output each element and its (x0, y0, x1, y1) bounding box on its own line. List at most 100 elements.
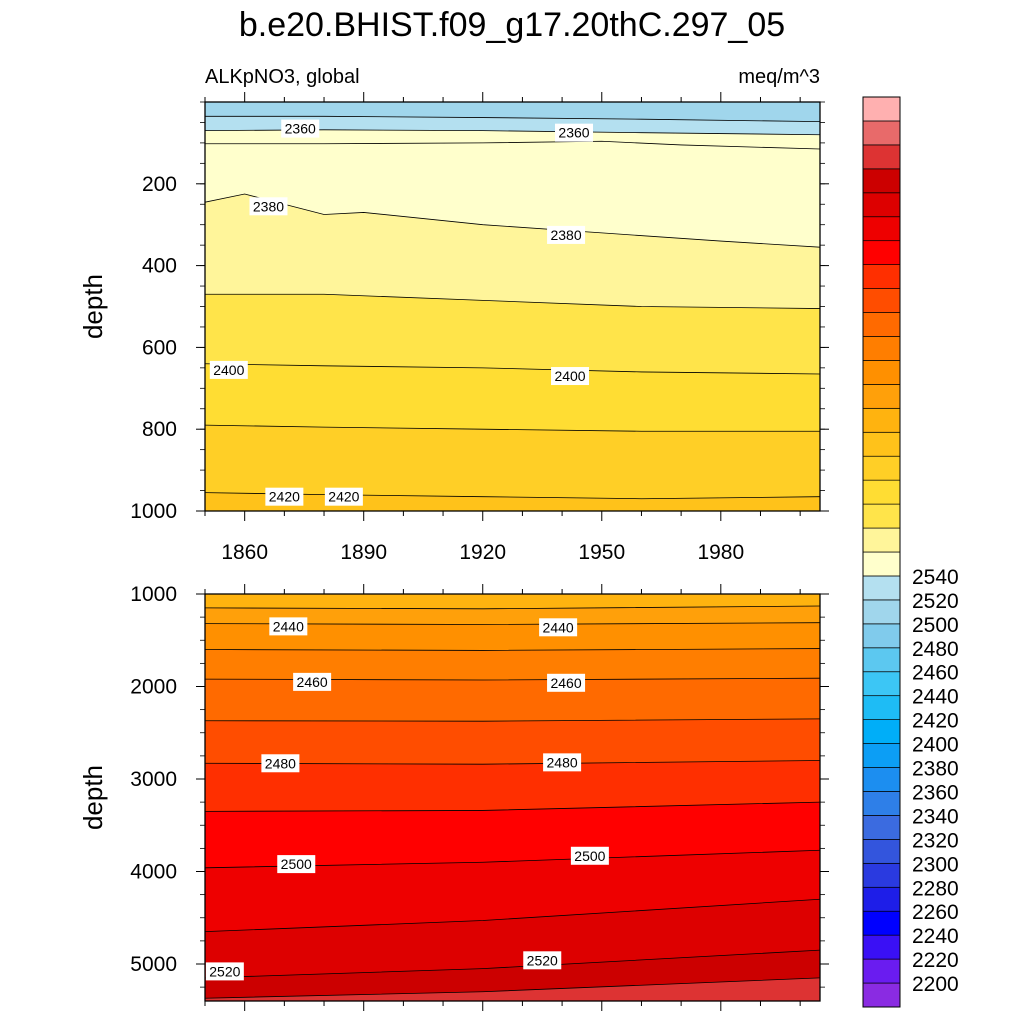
contour-label-bg (570, 846, 609, 865)
colorbar-frame (862, 96, 901, 1008)
colorbar-tick-label: 2500 (912, 614, 959, 637)
contour-label: 2460 (297, 674, 328, 690)
contour-label-bg (269, 617, 308, 636)
colorbar-swatch (862, 455, 901, 481)
colorbar-swatch (862, 910, 901, 936)
colorbar-swatch (862, 671, 901, 697)
colorbar: 2200222022402260228023002320234023602380… (862, 96, 959, 1008)
x-tick-label: 1920 (459, 541, 506, 564)
contour-label: 2400 (213, 362, 244, 378)
contour-label: 2420 (269, 489, 300, 505)
contour-label-bg (547, 225, 586, 244)
colorbar-tick-label: 2400 (912, 734, 959, 757)
colorbar-tick-label: 2280 (912, 877, 959, 900)
contour-line-2530 (205, 977, 820, 999)
colorbar-swatch (862, 647, 901, 673)
contour-label: 2440 (273, 618, 304, 634)
colorbar-swatch (862, 264, 901, 289)
contour-label: 2380 (550, 227, 581, 243)
colorbar-tick-label: 2340 (912, 805, 959, 828)
contour-label: 2420 (328, 489, 359, 505)
contour-fill-2530 (205, 977, 820, 1001)
contour-label-group: 2380 (249, 197, 288, 216)
colorbar-swatch (862, 96, 901, 122)
contour-label: 2360 (558, 125, 589, 141)
contour-label-bg (277, 855, 316, 874)
y-tick-label: 400 (142, 255, 177, 278)
contour-label: 2520 (527, 952, 558, 968)
y-tick-label: 1000 (130, 500, 177, 523)
y-axis-label: depth (78, 274, 108, 339)
colorbar-swatch (862, 982, 901, 1008)
contour-label-group: 2440 (539, 618, 578, 637)
y-tick-label: 4000 (130, 861, 177, 884)
colorbar-swatch (862, 527, 901, 553)
y-tick-label: 5000 (130, 953, 177, 976)
contour-label-bg (539, 618, 578, 637)
contour-label-group: 2380 (547, 225, 586, 244)
colorbar-tick-label: 2460 (912, 662, 959, 685)
colorbar-swatch (862, 288, 901, 313)
colorbar-tick-label: 2240 (912, 925, 959, 948)
contour-line-2340 (205, 115, 820, 123)
left-string: ALKpNO3, global (205, 66, 360, 88)
contour-label-bg (205, 962, 244, 981)
contour-line-2470 (205, 718, 820, 722)
colorbar-swatch (862, 407, 901, 433)
contour-label: 2380 (253, 198, 284, 214)
colorbar-swatch (862, 120, 901, 146)
contour-label: 2520 (209, 963, 240, 979)
contour-label-group: 2420 (265, 487, 304, 506)
contour-label-bg (551, 367, 590, 386)
contour-label-bg (249, 197, 288, 216)
colorbar-swatch (862, 551, 901, 577)
contour-label: 2400 (554, 368, 585, 384)
colorbar-swatch (862, 312, 901, 337)
y-tick-label: 800 (142, 418, 177, 441)
colorbar-swatch (862, 815, 901, 840)
colorbar-tick-label: 2420 (912, 710, 959, 733)
contour-label-group: 2480 (261, 754, 300, 773)
y-tick-label: 3000 (130, 768, 177, 791)
colorbar-tick-label: 2520 (912, 590, 959, 613)
colorbar-swatch (862, 695, 901, 720)
plot-area: 2440 2440 2460 2460 2480 2480 2500 2500 2520 2520 (205, 594, 820, 1001)
colorbar-tick-label: 2200 (912, 973, 959, 996)
colorbar-swatch (862, 503, 901, 529)
colorbar-tick-label: 2480 (912, 638, 959, 661)
contour-line-2430 (205, 605, 820, 610)
y-tick-label: 1000 (130, 583, 177, 606)
contour-label-group: 2520 (523, 951, 562, 970)
colorbar-swatch (862, 743, 901, 768)
contour-label-group: 2460 (293, 672, 332, 691)
colorbar-tick-label: 2320 (912, 829, 959, 852)
colorbar-tick-label: 2540 (912, 566, 959, 589)
colorbar-swatch (862, 934, 901, 960)
contour-label-bg (547, 673, 586, 692)
colorbar-swatch (862, 431, 901, 457)
contour-label-group: 2500 (277, 855, 316, 874)
contour-label: 2440 (543, 619, 574, 635)
contour-line-2410 (205, 424, 820, 432)
contour-label-group: 2420 (324, 487, 363, 506)
contour-label: 2480 (265, 755, 296, 771)
contour-label: 2480 (547, 754, 578, 770)
plot-frame (204, 593, 821, 1002)
colorbar-tick-label: 2300 (912, 853, 959, 876)
contour-label-group: 2400 (209, 360, 248, 379)
plot-area: 2360 2360 2380 2380 2400 2400 2420 2420 (205, 102, 820, 511)
colorbar-swatch (862, 575, 901, 601)
y-tick-label: 2000 (130, 676, 177, 699)
contour-line-2370 (205, 140, 820, 150)
contour-label-group: 2360 (281, 119, 320, 138)
contour-label-group: 2460 (547, 673, 586, 692)
colorbar-swatch (862, 862, 901, 888)
contour-label-bg (555, 123, 593, 142)
colorbar-swatch (862, 479, 901, 505)
contour-line-2520 (205, 949, 820, 979)
contour-line-2400 (205, 363, 820, 375)
colorbar-swatch (862, 384, 901, 409)
x-tick-label: 1860 (221, 541, 268, 564)
contour-label: 2500 (281, 856, 312, 872)
